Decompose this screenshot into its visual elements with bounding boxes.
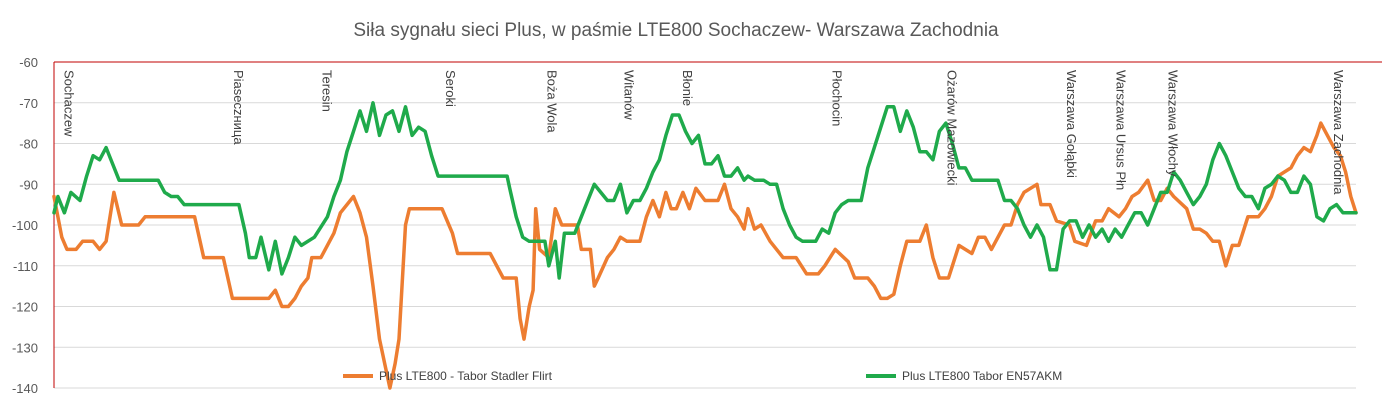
y-tick-label: -80 xyxy=(19,137,38,152)
station-label: Seroki xyxy=(443,70,458,107)
station-label: Boża Wola xyxy=(545,70,560,133)
y-tick-label: -110 xyxy=(13,259,38,274)
station-label: Ożarów Mazowiecki xyxy=(944,70,959,186)
station-label: Warszawa Gołąbki xyxy=(1064,70,1079,178)
y-tick-label: -140 xyxy=(12,381,38,396)
gridlines xyxy=(54,102,1356,389)
station-label: Błonie xyxy=(680,70,695,106)
y-tick-label: -100 xyxy=(12,218,38,233)
station-label: Płochocin xyxy=(830,70,845,126)
series-line-1 xyxy=(52,121,1358,390)
station-label: Teresin xyxy=(319,70,334,112)
station-label: Warszawa Zachodnia xyxy=(1331,70,1346,195)
series-line-2 xyxy=(52,101,1358,280)
station-label: Sochaczew xyxy=(62,70,77,137)
legend-label: Plus LTE800 Tabor EN57AKM xyxy=(902,369,1062,383)
chart-title: Siła sygnału sieci Plus, w paśmie LTE800… xyxy=(353,20,999,41)
data-series xyxy=(52,101,1358,390)
y-tick-label: -70 xyxy=(19,96,38,111)
y-axis-tick-labels: -60 -70 -80 -90 -100 -110 -120 -130 -140 xyxy=(12,55,38,396)
station-label: Warszawa Ursus Płn xyxy=(1114,70,1129,190)
station-label: Piaseczница xyxy=(231,70,246,145)
y-tick-label: -130 xyxy=(12,340,38,355)
station-label: Witanów xyxy=(621,70,636,120)
y-tick-label: -120 xyxy=(12,300,38,315)
station-labels: Sochaczew Piaseczница Teresin Seroki Boża Wo… xyxy=(62,70,1347,195)
legend-label: Plus LTE800 - Tabor Stadler Flirt xyxy=(379,369,553,383)
y-tick-label: -60 xyxy=(19,55,38,70)
station-label: Warszawa Włochy xyxy=(1166,70,1181,177)
legend: Plus LTE800 - Tabor Stadler Flirt Plus LT… xyxy=(343,369,1062,383)
y-tick-label: -90 xyxy=(19,177,38,192)
